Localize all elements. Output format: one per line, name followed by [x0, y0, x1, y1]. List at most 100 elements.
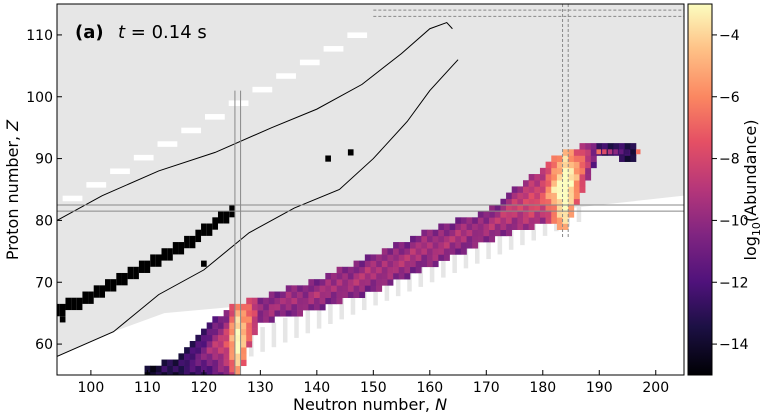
stable-nucleus	[223, 211, 230, 224]
abundance-cell	[438, 242, 445, 249]
abundance-cell	[539, 167, 546, 175]
abundance-cell	[545, 217, 552, 224]
abundance-cell	[602, 143, 609, 150]
abundance-cell	[376, 279, 383, 286]
abundance-cell	[229, 365, 236, 373]
abundance-cell	[404, 260, 411, 268]
abundance-cell	[415, 248, 422, 255]
stable-nucleus	[127, 266, 134, 280]
abundance-cell	[404, 272, 411, 280]
nuclear-landscape-layer	[57, 4, 684, 375]
abundance-cell	[449, 242, 456, 249]
stable-nucleus	[167, 248, 173, 261]
abundance-cell	[506, 192, 513, 200]
abundance-cell	[280, 310, 287, 317]
abundance-cell	[347, 291, 354, 299]
abundance-cell	[562, 167, 569, 175]
abundance-cell	[234, 328, 241, 336]
colorbar-tick-label: −8	[719, 152, 740, 168]
abundance-cell	[568, 174, 575, 181]
abundance-cell	[308, 291, 315, 299]
abundance-cell	[630, 143, 637, 150]
colorbar-label-rest: (Abundance)	[741, 120, 760, 223]
abundance-cell	[217, 347, 224, 354]
abundance-cell	[178, 365, 185, 373]
abundance-cell	[268, 297, 275, 305]
abundance-cell	[381, 248, 388, 255]
abundance-cell	[206, 353, 213, 360]
abundance-cell	[506, 217, 513, 224]
abundance-cell	[489, 235, 496, 243]
abundance-cell	[562, 149, 569, 156]
abundance-cell	[483, 235, 490, 243]
dripline-stub	[347, 32, 368, 39]
abundance-cell	[297, 297, 304, 305]
abundance-cell	[398, 254, 405, 261]
abundance-cell	[330, 272, 337, 280]
abundance-cell	[573, 167, 580, 175]
abundance-cell	[353, 279, 360, 286]
abundance-cell	[624, 155, 631, 162]
abundance-cell	[206, 340, 213, 348]
abundance-cell	[551, 211, 558, 218]
abundance-cell	[376, 272, 383, 280]
abundance-cell	[460, 223, 467, 230]
abundance-cell	[359, 285, 366, 292]
abundance-cell	[370, 266, 377, 274]
abundance-cell	[500, 223, 507, 230]
abundance-cell	[297, 303, 304, 311]
abundance-cell	[189, 371, 196, 375]
neutron-stub	[271, 322, 277, 348]
stable-nucleus	[189, 235, 196, 249]
colorbar-tick-label: −10	[719, 213, 749, 229]
abundance-cell	[590, 143, 597, 150]
abundance-cell	[201, 353, 207, 360]
abundance-cell	[556, 180, 563, 187]
abundance-cell	[545, 211, 552, 218]
abundance-cell	[240, 353, 247, 360]
abundance-cell	[539, 217, 546, 224]
neutron-stub	[497, 229, 503, 255]
abundance-cell	[229, 340, 236, 348]
abundance-cell	[539, 211, 546, 218]
neutron-stub	[328, 299, 333, 324]
contour-outer	[57, 21, 453, 221]
stable-nucleus	[155, 254, 162, 267]
abundance-cell	[449, 235, 456, 243]
abundance-cell	[539, 204, 546, 212]
abundance-cell	[234, 359, 241, 367]
abundance-cell	[240, 303, 247, 311]
abundance-cell	[489, 211, 496, 218]
abundance-cell	[562, 217, 569, 224]
abundance-cell	[539, 174, 546, 181]
abundance-cell	[359, 279, 366, 286]
abundance-cell	[528, 204, 535, 212]
abundance-cell	[246, 316, 253, 323]
abundance-cell	[274, 297, 281, 305]
abundance-cell	[506, 211, 513, 218]
dripline-stub	[323, 46, 344, 52]
abundance-cell	[223, 359, 230, 367]
abundance-cell	[201, 359, 207, 367]
abundance-cell	[229, 347, 236, 354]
abundance-cell	[212, 322, 219, 329]
abundance-cell	[229, 328, 236, 336]
abundance-cell	[460, 217, 467, 224]
abundance-cell	[246, 297, 253, 305]
abundance-cell	[393, 272, 400, 280]
dripline-stub	[110, 168, 130, 175]
abundance-cell	[556, 204, 563, 212]
abundance-cell	[229, 316, 236, 323]
abundance-cell	[562, 161, 569, 169]
abundance-cell	[330, 297, 337, 305]
stable-nucleus	[172, 242, 179, 255]
abundance-cell	[506, 204, 513, 212]
abundance-cell	[607, 149, 613, 155]
abundance-cell	[325, 291, 332, 299]
abundance-cell	[246, 310, 253, 317]
abundance-cell	[229, 310, 236, 317]
abundance-cell	[568, 161, 575, 169]
abundance-cell	[336, 266, 343, 274]
abundance-cell	[291, 303, 298, 311]
abundance-cell	[528, 180, 535, 187]
